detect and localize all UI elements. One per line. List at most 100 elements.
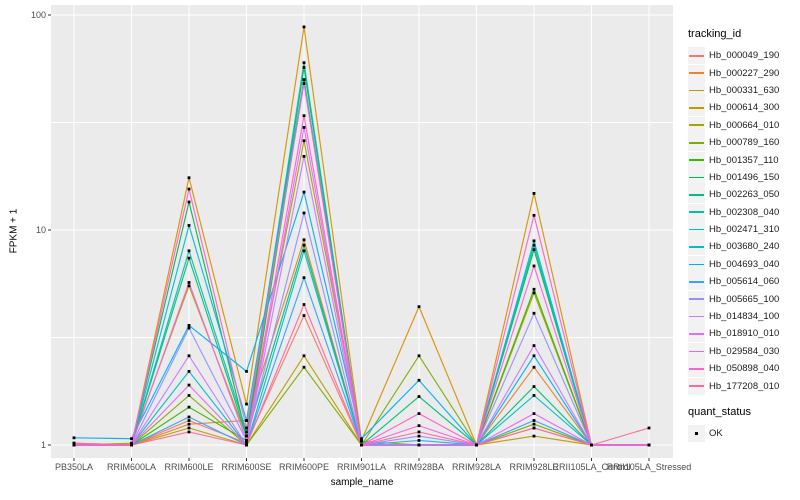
legend-item: Hb_018910_010 bbox=[688, 325, 800, 343]
legend-line-icon bbox=[689, 298, 704, 301]
legend-key-swatch bbox=[688, 342, 705, 360]
legend-line-icon bbox=[689, 315, 704, 318]
legend-item: Hb_002308_040 bbox=[688, 203, 800, 221]
data-point bbox=[417, 395, 421, 398]
black-square-icon bbox=[694, 431, 699, 436]
data-point bbox=[532, 426, 536, 430]
legend: tracking_id Hb_000049_190 Hb_000227_290 Hb… bbox=[688, 28, 800, 442]
legend-item: Hb_003680_240 bbox=[688, 238, 800, 256]
data-point bbox=[417, 434, 421, 438]
data-point bbox=[417, 412, 421, 415]
data-point bbox=[187, 224, 191, 227]
legend-line-icon bbox=[689, 350, 704, 353]
x-tick-label: RRIM928LE bbox=[509, 462, 559, 472]
legend-key-swatch bbox=[688, 238, 705, 256]
legend-item: Hb_014834_100 bbox=[688, 308, 800, 326]
data-point bbox=[647, 426, 651, 430]
legend-key-swatch bbox=[688, 325, 705, 343]
data-point bbox=[302, 25, 306, 29]
data-point bbox=[187, 354, 191, 358]
data-point bbox=[532, 239, 536, 243]
x-tick-label: RRIM600SE bbox=[221, 462, 272, 472]
legend-key-swatch bbox=[688, 116, 705, 134]
legend-line-icon bbox=[689, 385, 704, 387]
legend-key-swatch bbox=[688, 99, 705, 117]
data-point bbox=[245, 441, 248, 445]
data-point bbox=[417, 378, 421, 382]
legend-item: Hb_177208_010 bbox=[688, 377, 800, 395]
legend-item: Hb_004693_040 bbox=[688, 255, 800, 273]
data-point bbox=[532, 243, 536, 247]
legend-item-label: Hb_002263_050 bbox=[709, 189, 780, 201]
legend-line-icon bbox=[689, 89, 704, 92]
data-point bbox=[417, 439, 421, 442]
legend-title-quant-status: quant_status bbox=[688, 405, 751, 418]
legend-quant-status: quant_status OK bbox=[688, 406, 800, 442]
data-point bbox=[302, 276, 306, 280]
data-point bbox=[417, 430, 421, 434]
data-point bbox=[302, 249, 306, 253]
data-point bbox=[302, 82, 306, 85]
x-tick-label: RRII105LA_Stressed bbox=[606, 462, 692, 472]
legend-item-label: Hb_018910_010 bbox=[709, 328, 780, 340]
data-point bbox=[532, 291, 536, 295]
quant-key-swatch bbox=[688, 425, 705, 442]
legend-line-icon bbox=[689, 159, 704, 161]
data-point bbox=[302, 365, 306, 369]
data-point bbox=[532, 434, 536, 438]
x-tick-label: RRII105LA_Control bbox=[552, 462, 631, 472]
data-point bbox=[187, 323, 191, 327]
data-point bbox=[532, 419, 536, 422]
data-point bbox=[590, 443, 593, 447]
data-point bbox=[187, 369, 191, 373]
data-point bbox=[532, 412, 536, 415]
data-point bbox=[187, 284, 191, 288]
legend-item: Hb_002263_050 bbox=[688, 186, 800, 204]
data-point bbox=[245, 430, 248, 434]
legend-item: Hb_001496_150 bbox=[688, 168, 800, 186]
legend-key-swatch bbox=[688, 64, 705, 82]
legend-item: Hb_000614_300 bbox=[688, 99, 800, 117]
x-tick-label: RRIM600LE bbox=[164, 462, 214, 472]
legend-item: Hb_000331_630 bbox=[688, 81, 800, 99]
legend-key-swatch bbox=[688, 308, 705, 326]
legend-item: Hb_000664_010 bbox=[688, 116, 800, 134]
x-tick-label: RRIM600PE bbox=[278, 462, 330, 472]
data-point bbox=[302, 114, 306, 118]
legend-key-swatch bbox=[688, 151, 705, 169]
data-point bbox=[532, 311, 536, 315]
legend-item: Hb_001357_110 bbox=[688, 151, 800, 169]
legend-item-label: Hb_001496_150 bbox=[709, 171, 780, 183]
data-point bbox=[187, 187, 191, 191]
data-point bbox=[187, 430, 191, 434]
data-point bbox=[72, 436, 76, 440]
data-point bbox=[302, 354, 306, 358]
data-point bbox=[302, 139, 306, 143]
data-point bbox=[302, 78, 306, 82]
legend-item-label: Hb_014834_100 bbox=[709, 311, 780, 323]
data-point bbox=[532, 365, 536, 369]
legend-item-label: Hb_029584_030 bbox=[709, 345, 780, 357]
data-point bbox=[302, 243, 306, 247]
legend-line-icon bbox=[689, 246, 704, 248]
data-point bbox=[187, 394, 191, 397]
legend-item: Hb_050898_040 bbox=[688, 360, 800, 378]
legend-item-label: Hb_001357_110 bbox=[709, 154, 779, 166]
legend-item-label: Hb_000789_160 bbox=[709, 137, 780, 149]
legend-line-icon bbox=[689, 54, 704, 57]
legend-line-icon bbox=[689, 176, 704, 179]
data-point bbox=[187, 249, 191, 253]
data-point bbox=[360, 439, 363, 443]
legend-key-swatch bbox=[688, 134, 705, 152]
legend-line-icon bbox=[689, 333, 704, 335]
legend-item-label: Hb_050898_040 bbox=[709, 363, 780, 375]
data-point bbox=[187, 426, 191, 430]
legend-item-label: Hb_005665_100 bbox=[709, 293, 780, 305]
data-point bbox=[532, 248, 536, 252]
legend-line-icon bbox=[689, 194, 704, 196]
data-point bbox=[417, 354, 421, 358]
data-point bbox=[130, 437, 133, 441]
data-point bbox=[130, 443, 133, 447]
data-point bbox=[302, 61, 306, 65]
